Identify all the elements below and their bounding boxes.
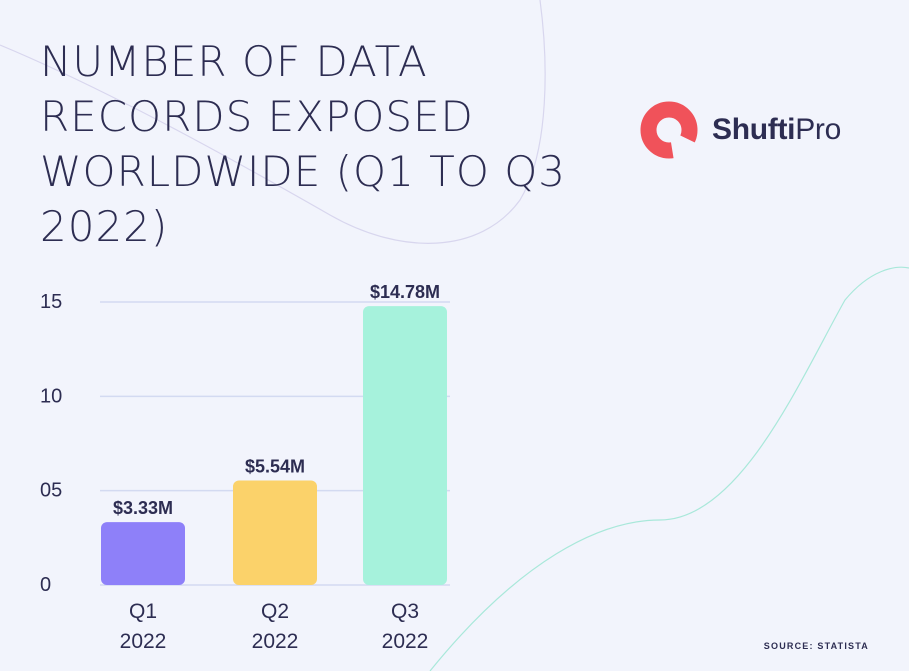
source-note: SOURCE: STATISTA xyxy=(763,641,869,651)
shufti-pro-logo-icon xyxy=(640,101,700,161)
x-tick-label-year: 2022 xyxy=(382,630,429,653)
data-label: $5.54M xyxy=(245,456,305,476)
data-label: $3.33M xyxy=(113,498,173,518)
data-label: $14.78M xyxy=(370,282,440,302)
x-tick-label: Q2 xyxy=(261,600,289,623)
x-tick-label: Q3 xyxy=(391,600,419,623)
shufti-pro-logo: ShuftiPro xyxy=(638,96,841,164)
logo-brand-regular: Pro xyxy=(795,113,841,146)
bar-q3 xyxy=(363,306,447,585)
y-tick-label: 05 xyxy=(40,480,62,502)
y-tick-label: 0 xyxy=(40,574,51,596)
x-tick-label: Q1 xyxy=(129,600,157,623)
logo-brand-bold: Shufti xyxy=(712,113,796,146)
chart-title: NUMBER OF DATA RECORDS EXPOSED WORLDWIDE… xyxy=(40,37,567,251)
x-tick-label-year: 2022 xyxy=(120,630,167,653)
x-tick-label-year: 2022 xyxy=(252,630,299,653)
bar-q2 xyxy=(233,480,317,585)
logo-wordmark: ShuftiPro xyxy=(712,113,841,147)
y-tick-label: 10 xyxy=(40,385,62,407)
bar-q1 xyxy=(101,522,185,585)
y-tick-label: 15 xyxy=(40,291,62,313)
